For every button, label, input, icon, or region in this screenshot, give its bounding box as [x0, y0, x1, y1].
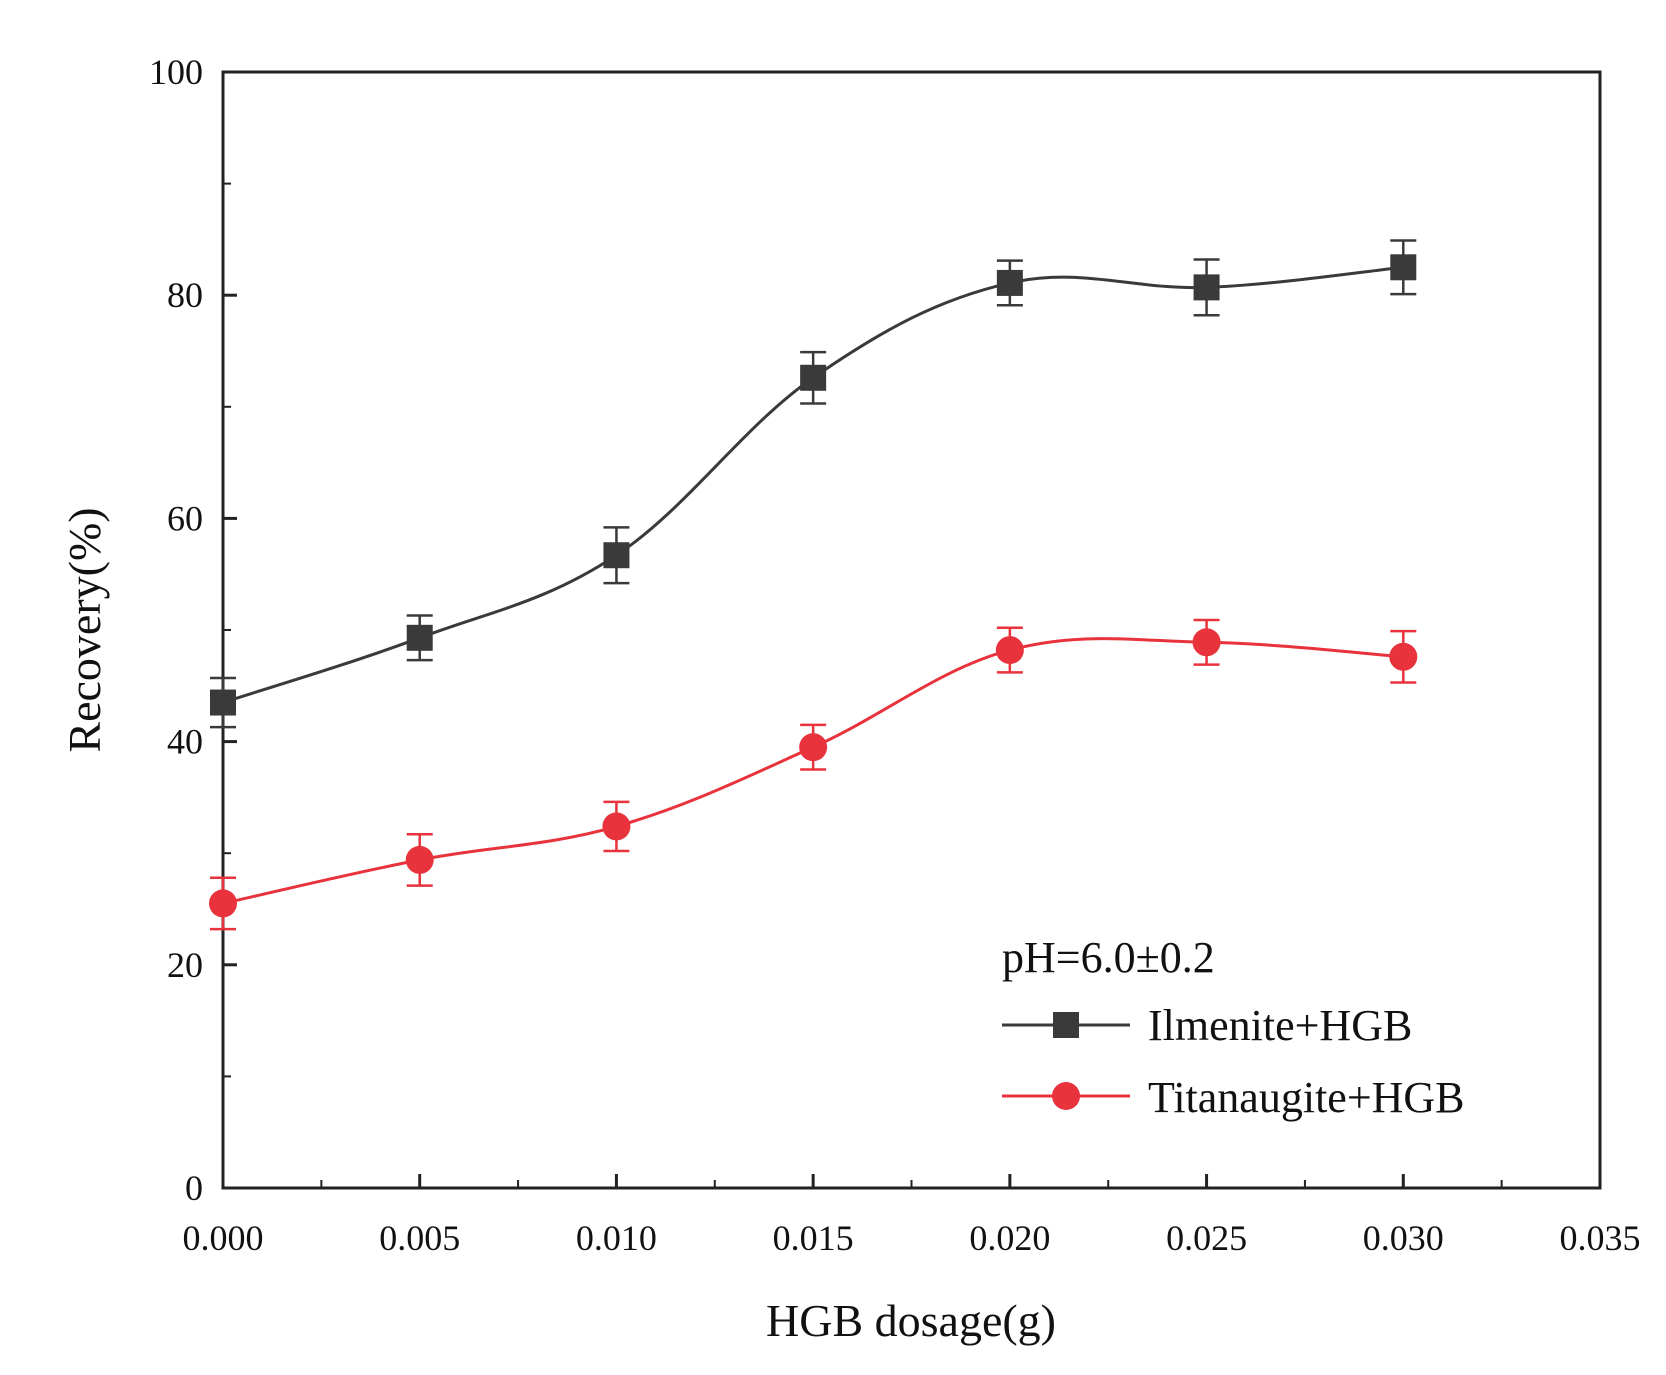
data-point — [996, 269, 1023, 296]
data-point — [799, 733, 828, 762]
legend-label-ilmenite: Ilmenite+HGB — [1148, 1001, 1412, 1050]
y-tick-label: 40 — [167, 722, 203, 762]
legend-label-titanaugite: Titanaugite+HGB — [1148, 1073, 1465, 1122]
series-line — [222, 265, 1404, 704]
data-point — [995, 636, 1024, 665]
legend-marker-ilmenite — [1053, 1012, 1079, 1038]
series-titanaugite-hgb — [209, 618, 1418, 931]
data-point — [800, 364, 827, 391]
x-tick-label: 0.030 — [1363, 1218, 1444, 1258]
y-tick-label: 0 — [185, 1168, 203, 1208]
y-tick-label: 20 — [167, 945, 203, 985]
data-point — [406, 624, 433, 651]
y-axis-title: Recovery(%) — [59, 507, 110, 752]
y-tick-label: 60 — [167, 498, 203, 538]
x-axis-title: HGB dosage(g) — [766, 1295, 1056, 1346]
x-tick-labels: 0.000 0.005 0.010 0.015 0.020 0.025 0.030 0.035 — [183, 1218, 1641, 1258]
y-tick-label: 80 — [167, 275, 203, 315]
x-tick-label: 0.000 — [183, 1218, 264, 1258]
data-point — [209, 889, 237, 918]
data-point — [1192, 628, 1221, 657]
y-tick-labels: 0 20 40 60 80 100 — [149, 52, 203, 1208]
x-tick-label: 0.015 — [773, 1218, 854, 1258]
x-tick-label: 0.005 — [379, 1218, 460, 1258]
data-point — [1390, 254, 1417, 281]
annotation-ph: pH=6.0±0.2 — [1002, 933, 1215, 982]
x-tick-label: 0.025 — [1166, 1218, 1247, 1258]
x-tick-label: 0.010 — [576, 1218, 657, 1258]
x-tick-label: 0.035 — [1560, 1218, 1641, 1258]
data-point — [210, 689, 236, 716]
series-line — [222, 637, 1404, 905]
series-ilmenite-hgb — [210, 239, 1417, 729]
legend: pH=6.0±0.2 Ilmenite+HGB Titanaugite+HGB — [1002, 933, 1465, 1122]
data-point — [603, 542, 630, 569]
series-layer — [209, 239, 1418, 931]
data-point — [1389, 642, 1418, 671]
data-point — [1193, 274, 1220, 301]
y-tick-label: 100 — [149, 52, 203, 92]
legend-marker-titanaugite — [1052, 1082, 1080, 1110]
data-point — [602, 812, 631, 841]
axis-ticks — [221, 70, 1602, 1190]
data-point — [405, 845, 434, 874]
x-tick-label: 0.020 — [969, 1218, 1050, 1258]
